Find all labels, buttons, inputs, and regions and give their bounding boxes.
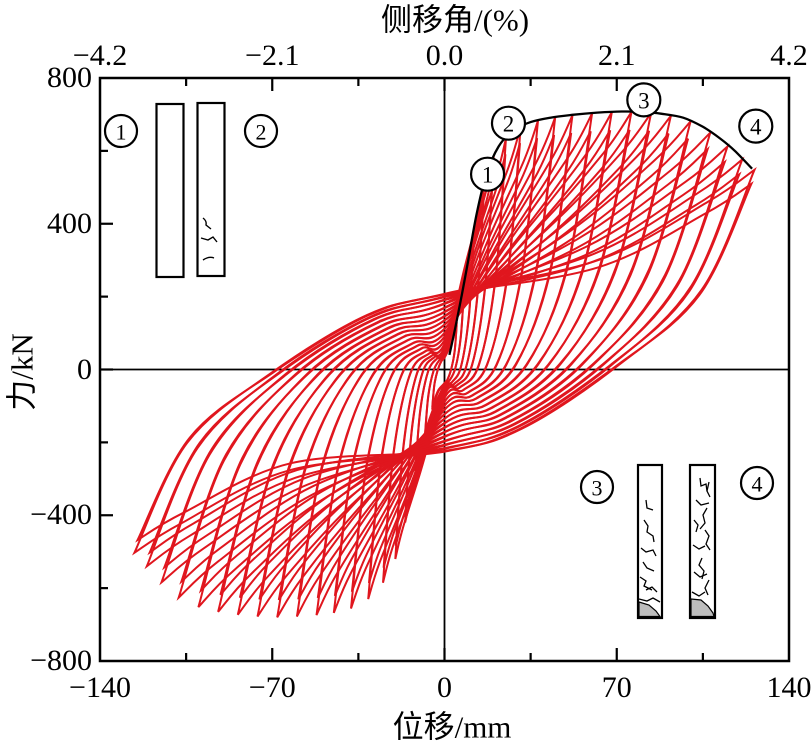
inset-stage2-label: 2 [256,120,267,145]
tick-label: 70 [601,671,632,704]
tick-label: 4.2 [770,39,808,72]
zero-axes-lines [100,78,789,661]
tick-label: 0 [77,352,92,386]
inset-stage4-circle [739,465,775,501]
inset-stage3-circle [579,469,615,505]
column-sketch-stage2 [196,101,226,278]
hysteresis-loop [147,171,742,556]
stage-marker-4: 4 [738,108,774,144]
svg-text:4: 4 [750,115,762,140]
inset-stage3-label: 3 [592,476,603,501]
tick-label: 400 [47,206,92,240]
tick-label: −2.1 [245,39,300,72]
stage3-cracks [638,499,661,603]
svg-text:2: 2 [503,112,515,137]
backbone-envelope-curve [448,110,753,356]
hysteresis-loop [198,137,690,594]
stage4-cracks [691,477,711,597]
inset-late-damage: 3 [579,463,775,620]
tick-label: 2.1 [598,39,636,72]
stage-marker-1: 1 [469,156,506,192]
plot-frame-and-ticks [98,76,791,663]
tick-label: −400 [30,498,92,532]
inset-stage1-circle [103,113,139,149]
svg-text:3: 3 [638,88,650,113]
hysteresis-loop [135,181,754,543]
top-axis-title: 侧移角/(%) [380,2,530,38]
inset-stage2-circle [243,113,279,149]
y-axis-title: 力/kN [4,333,40,411]
column-sketch-stage1 [155,102,185,279]
tick-label: 140 [766,671,812,704]
stage-marker-3: 3 [626,82,662,118]
stage2-cracks [200,217,218,261]
tick-label: 0 [437,671,452,704]
stage-markers: 1 2 3 4 [469,82,774,192]
tick-label: 800 [47,61,92,94]
backbone-envelope-path [448,110,753,356]
tick-label: −140 [69,671,131,704]
inset-stage4-label: 4 [752,472,763,497]
tick-label: −800 [30,644,92,677]
stage3-spall-region [638,601,662,618]
bottom-axis-title: 位移/mm [392,709,512,745]
stage4-spall-region [690,598,715,618]
svg-text:1: 1 [482,163,494,188]
inset-stage1-label: 1 [116,120,127,145]
tick-label: −4.2 [72,39,128,72]
tick-label: −70 [248,671,296,704]
column-sketch-stage4 [688,463,717,620]
inset-early-damage: 1 2 [103,101,279,279]
stage-marker-2: 2 [490,105,527,141]
column-sketch-stage3 [636,463,664,620]
tick-label: 0.0 [425,39,464,72]
